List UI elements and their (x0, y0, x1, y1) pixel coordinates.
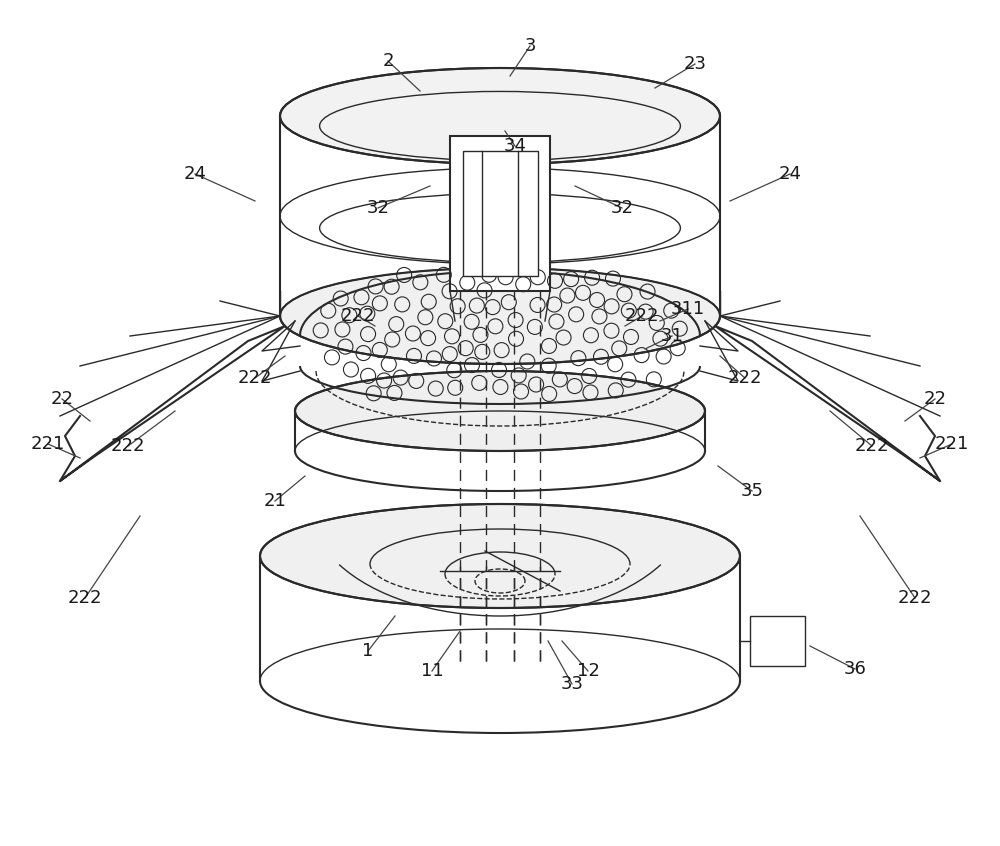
Text: 3: 3 (524, 37, 536, 55)
Text: 11: 11 (421, 662, 443, 680)
Text: 2: 2 (382, 52, 394, 70)
Ellipse shape (280, 68, 720, 164)
Text: 32: 32 (610, 199, 634, 217)
Text: 22: 22 (924, 390, 946, 408)
Text: 311: 311 (671, 300, 705, 318)
Text: 21: 21 (264, 492, 286, 510)
Ellipse shape (260, 504, 740, 608)
Text: 34: 34 (504, 137, 526, 155)
Text: 222: 222 (855, 437, 889, 455)
Text: 33: 33 (560, 675, 584, 693)
Text: 1: 1 (362, 642, 374, 660)
Polygon shape (462, 151, 538, 276)
Text: 12: 12 (577, 662, 599, 680)
Text: 36: 36 (844, 660, 866, 678)
Text: 222: 222 (625, 307, 659, 325)
Text: 22: 22 (50, 390, 74, 408)
Text: 222: 222 (238, 369, 272, 387)
Polygon shape (750, 616, 805, 666)
Ellipse shape (280, 268, 720, 364)
Text: 222: 222 (728, 369, 762, 387)
Text: 31: 31 (661, 327, 683, 345)
Text: 221: 221 (935, 435, 969, 453)
Text: 222: 222 (68, 589, 102, 607)
Polygon shape (60, 326, 285, 481)
Text: 222: 222 (111, 437, 145, 455)
Text: 23: 23 (684, 55, 706, 73)
Polygon shape (715, 326, 940, 481)
Text: 24: 24 (184, 165, 207, 183)
Text: 32: 32 (366, 199, 390, 217)
Text: 222: 222 (341, 307, 375, 325)
Text: 222: 222 (898, 589, 932, 607)
Text: 24: 24 (778, 165, 802, 183)
Text: 221: 221 (31, 435, 65, 453)
Polygon shape (450, 136, 550, 291)
Text: 35: 35 (740, 482, 764, 500)
Ellipse shape (295, 371, 705, 451)
